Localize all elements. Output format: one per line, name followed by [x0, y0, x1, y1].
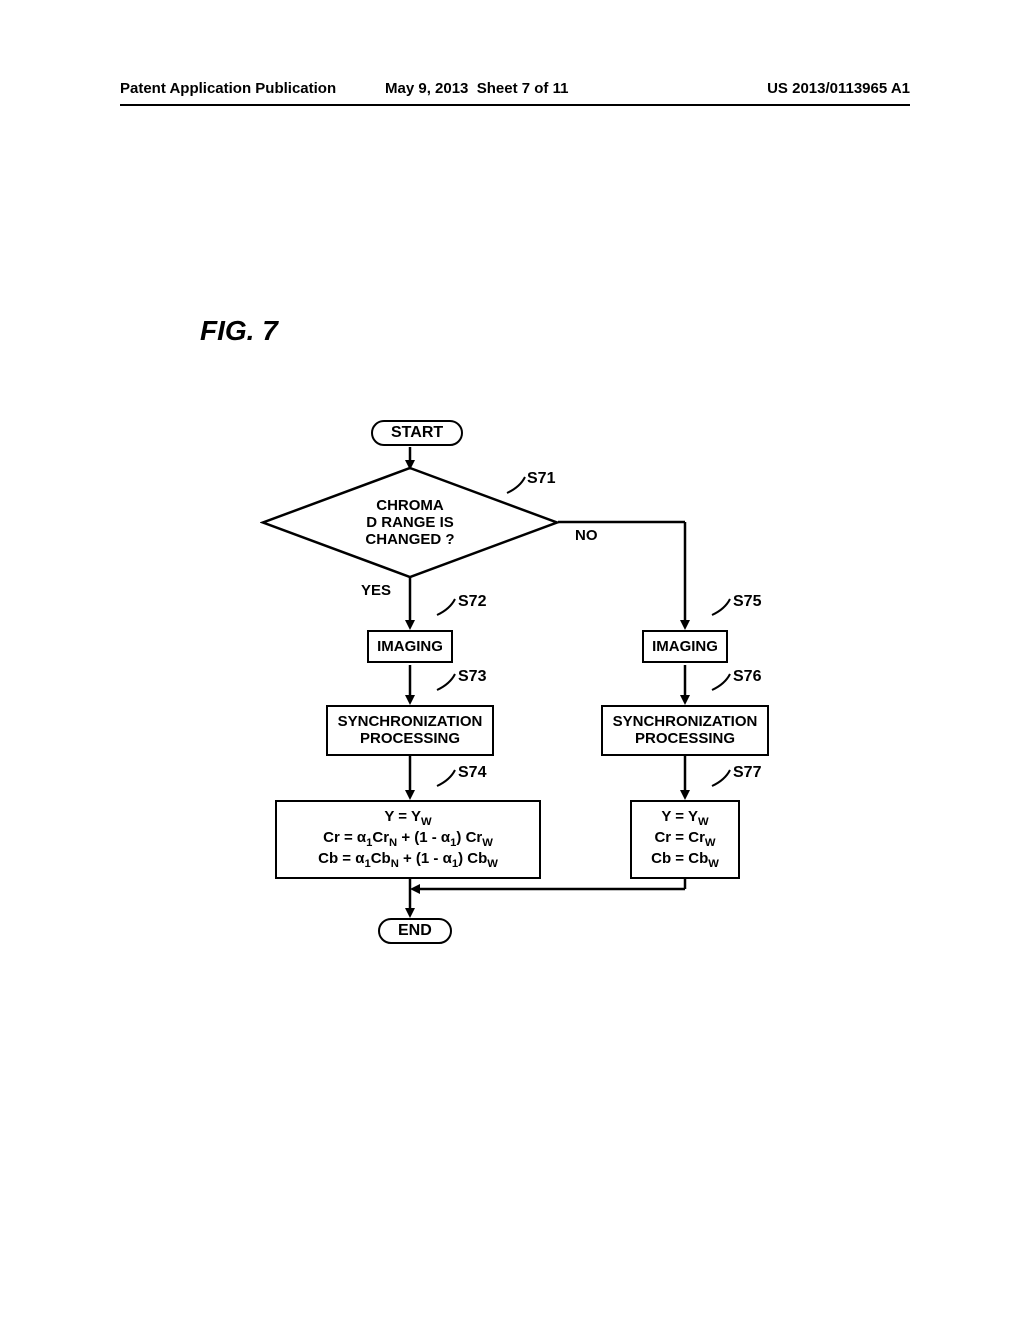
eq-right-line3: Cb = CbW — [640, 850, 730, 871]
process-equations-left: Y = YW Cr = α1CrN + (1 - α1) CrW Cb = α1… — [275, 800, 541, 879]
process-imaging-left: IMAGING — [367, 630, 453, 663]
header-date: May 9, 2013 — [385, 80, 468, 97]
step-label-s73: S73 — [458, 668, 486, 686]
eq-right-line1: Y = YW — [640, 808, 730, 829]
edge-label-no: NO — [575, 527, 598, 544]
header-publication-type: Patent Application Publication — [120, 80, 336, 97]
eq-right-line2: Cr = CrW — [640, 829, 730, 850]
process-sync-right: SYNCHRONIZATION PROCESSING — [601, 705, 769, 756]
step-label-s72: S72 — [458, 593, 486, 611]
decision-text: CHROMA D RANGE IS CHANGED ? — [260, 465, 560, 580]
eq-left-line1: Y = YW — [285, 808, 531, 829]
step-label-s75: S75 — [733, 593, 761, 611]
terminal-start: START — [371, 420, 463, 446]
header-rule — [120, 104, 910, 106]
page: Patent Application Publication May 9, 20… — [120, 80, 910, 1220]
header-date-sheet: May 9, 2013 Sheet 7 of 11 — [385, 80, 568, 97]
eq-left-line3: Cb = α1CbN + (1 - α1) CbW — [285, 850, 531, 871]
process-equations-right: Y = YW Cr = CrW Cb = CbW — [630, 800, 740, 879]
process-sync-left: SYNCHRONIZATION PROCESSING — [326, 705, 494, 756]
header-sheet: Sheet 7 of 11 — [477, 80, 569, 97]
step-label-s77: S77 — [733, 764, 761, 782]
step-label-s71: S71 — [527, 470, 555, 488]
flowchart: START CHROMA D RANGE IS CHANGED ? S71 — [275, 420, 845, 980]
figure-label: FIG. 7 — [200, 315, 278, 347]
process-imaging-right: IMAGING — [642, 630, 728, 663]
edge-label-yes: YES — [361, 582, 391, 599]
terminal-end: END — [378, 918, 452, 944]
step-label-s76: S76 — [733, 668, 761, 686]
header-pub-number: US 2013/0113965 A1 — [767, 80, 910, 97]
step-label-s74: S74 — [458, 764, 486, 782]
decision-chroma-changed: CHROMA D RANGE IS CHANGED ? — [260, 465, 560, 580]
eq-left-line2: Cr = α1CrN + (1 - α1) CrW — [285, 829, 531, 850]
